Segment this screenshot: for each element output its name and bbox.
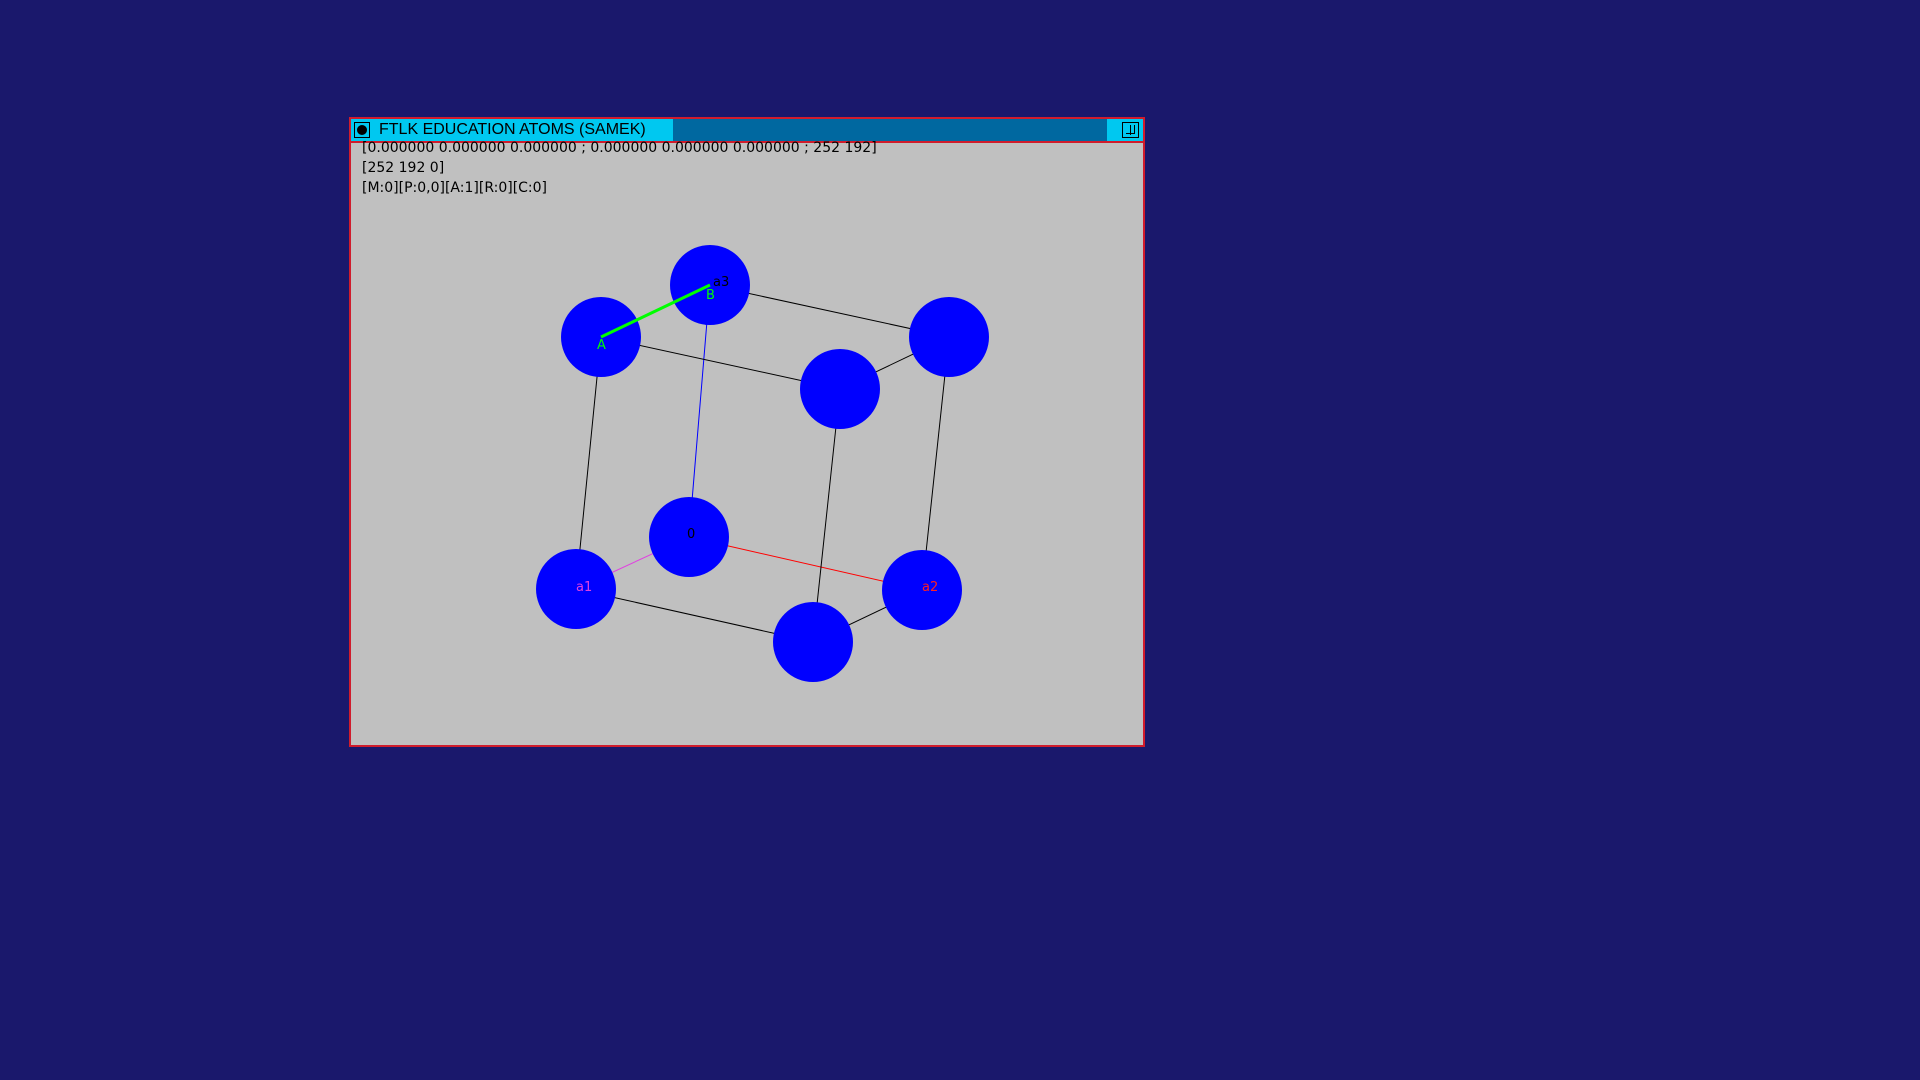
cube-edge: [921, 336, 950, 591]
atom[interactable]: [909, 297, 989, 377]
camera-info-text: [0.000000 0.000000 0.000000 ; 0.000000 0…: [362, 140, 877, 156]
label-B: B: [706, 288, 715, 303]
scene-canvas[interactable]: a3 B A 0 a1 a2: [351, 119, 1143, 745]
selection-line: [600, 283, 711, 339]
title-bar[interactable]: FTLK EDUCATION ATOMS (SAMEK): [351, 119, 1143, 143]
cube-edge: [575, 588, 814, 643]
label-a1: a1: [576, 580, 592, 595]
title-bar-controls: [1107, 119, 1143, 141]
maximize-button[interactable]: [1122, 122, 1139, 138]
atom[interactable]: [773, 602, 853, 682]
mode-status-text: [M:0][P:0,0][A:1][R:0][C:0]: [362, 180, 548, 196]
label-a2: a2: [922, 580, 938, 595]
window-menu-icon: [357, 125, 367, 135]
cube-edge: [600, 336, 841, 390]
center-info-text: [252 192 0]: [362, 160, 445, 176]
atom[interactable]: [536, 549, 616, 629]
title-bar-label-area: FTLK EDUCATION ATOMS (SAMEK): [351, 119, 673, 141]
window-title: FTLK EDUCATION ATOMS (SAMEK): [379, 121, 646, 138]
atoms-window[interactable]: FTLK EDUCATION ATOMS (SAMEK) [0.000000 0…: [349, 117, 1145, 747]
axis-a3-line: [688, 284, 711, 538]
cube-edge: [575, 336, 602, 590]
cube-edge: [812, 388, 841, 643]
atom[interactable]: [882, 550, 962, 630]
atom[interactable]: [800, 349, 880, 429]
label-origin: 0: [687, 527, 695, 542]
window-menu-button[interactable]: [354, 122, 370, 138]
atom-origin[interactable]: [649, 497, 729, 577]
label-a3: a3: [713, 275, 729, 290]
label-A: A: [597, 338, 606, 353]
cube-edge: [709, 284, 950, 338]
